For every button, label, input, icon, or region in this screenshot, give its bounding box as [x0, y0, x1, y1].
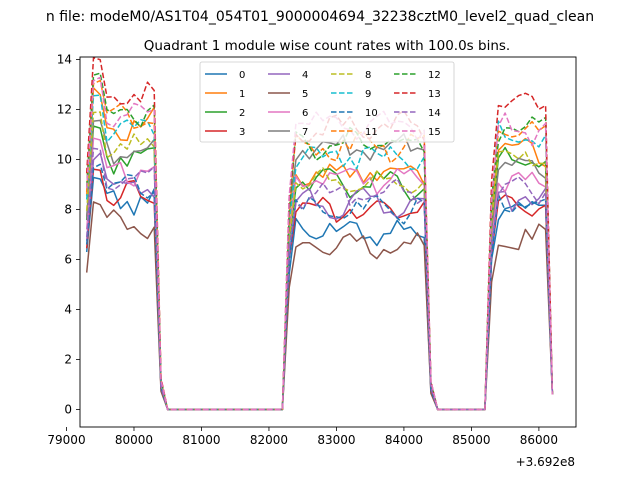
- legend-label-2: 2: [239, 108, 245, 119]
- y-tick-label: 2: [64, 353, 72, 367]
- legend-label-1: 1: [239, 89, 245, 100]
- legend-label-7: 7: [302, 127, 308, 138]
- y-tick-label: 14: [57, 53, 72, 67]
- x-axis: 79000 80000 81000 82000 83000 84000 85000 86000: [47, 427, 558, 447]
- legend-frame: [199, 61, 455, 143]
- legend-label-11: 11: [365, 127, 378, 138]
- legend-label-9: 9: [365, 89, 371, 100]
- x-tick-label: 83000: [317, 433, 355, 447]
- y-tick-label: 0: [64, 403, 72, 417]
- figure-suptitle: n file: modeM0/AS1T04_054T01_9000004694_…: [46, 9, 594, 25]
- y-axis: 0 2 4 6 8 10 12 14: [57, 53, 80, 417]
- x-axis-offset-label: +3.692e8: [516, 455, 575, 469]
- legend-label-12: 12: [428, 70, 441, 81]
- legend-label-5: 5: [302, 89, 308, 100]
- legend-label-14: 14: [428, 108, 441, 119]
- legend-label-8: 8: [365, 70, 371, 81]
- x-tick-label: 86000: [520, 433, 558, 447]
- x-tick-label: 79000: [47, 433, 85, 447]
- legend-label-15: 15: [428, 127, 441, 138]
- y-tick-label: 12: [57, 103, 72, 117]
- chart-title: Quadrant 1 module wise count rates with …: [144, 38, 510, 54]
- legend-label-4: 4: [302, 70, 308, 81]
- legend-label-6: 6: [302, 108, 308, 119]
- y-tick-label: 10: [57, 153, 72, 167]
- y-tick-label: 8: [64, 203, 72, 217]
- legend-label-3: 3: [239, 127, 245, 138]
- series-line-14: [85, 147, 554, 411]
- plot-area-frame: [79, 56, 577, 428]
- legend-label-0: 0: [239, 70, 245, 81]
- legend-label-13: 13: [428, 89, 441, 100]
- x-tick-label: 84000: [385, 433, 423, 447]
- series-layer: [85, 57, 554, 411]
- y-tick-label: 4: [64, 303, 72, 317]
- x-tick-label: 85000: [452, 433, 490, 447]
- y-tick-label: 6: [64, 253, 72, 267]
- x-tick-label: 81000: [182, 433, 220, 447]
- x-tick-label: 82000: [250, 433, 288, 447]
- x-tick-label: 80000: [115, 433, 153, 447]
- legend-label-10: 10: [365, 108, 378, 119]
